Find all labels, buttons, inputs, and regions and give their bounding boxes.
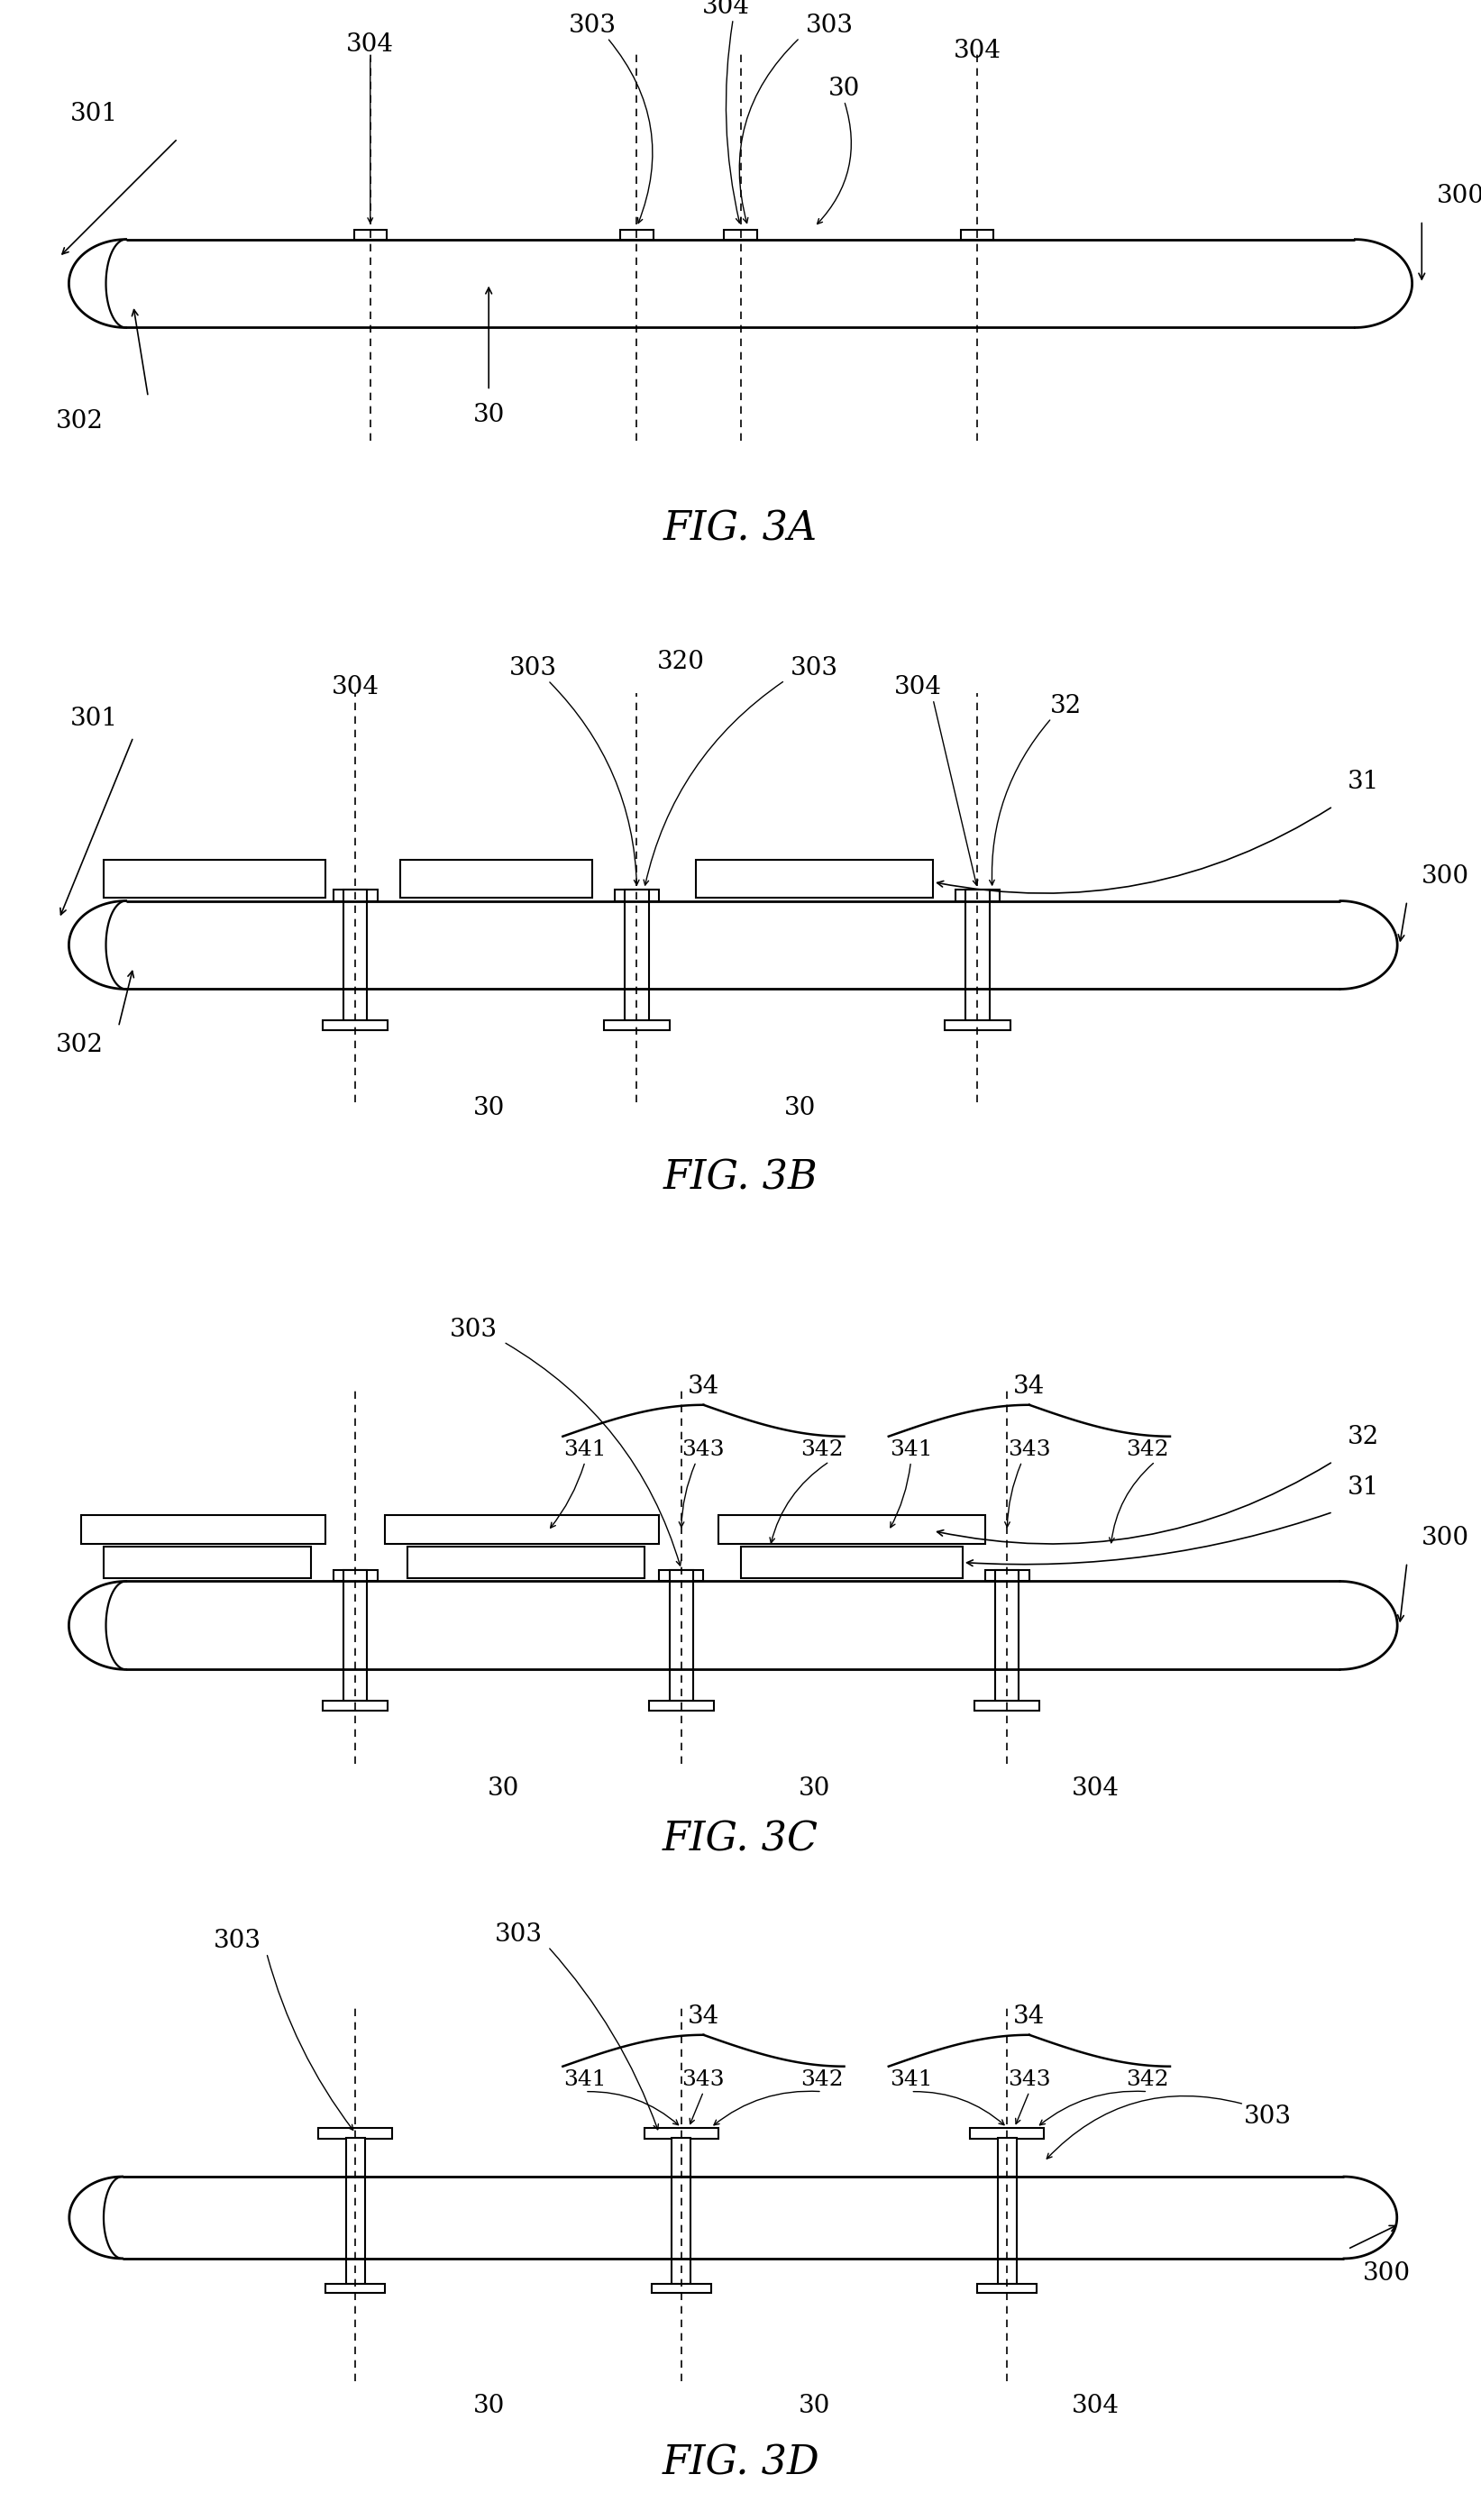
Bar (318, 2127, 392, 2139)
Text: 341: 341 (890, 2069, 932, 2089)
Bar (385, 1515, 659, 1542)
Text: 30: 30 (783, 1096, 816, 1121)
Text: 34: 34 (1013, 2003, 1046, 2029)
Bar (649, 1701, 714, 1711)
Bar (344, 1570, 367, 1701)
Text: 343: 343 (1009, 1439, 1050, 1459)
Text: 304: 304 (954, 38, 1001, 63)
Bar (400, 859, 592, 897)
Text: FIG. 3B: FIG. 3B (663, 1159, 818, 1197)
Text: 341: 341 (890, 1439, 932, 1459)
Text: 303: 303 (791, 655, 838, 680)
Bar (625, 890, 649, 1021)
Bar (323, 1021, 388, 1031)
Bar (718, 1515, 985, 1542)
Bar (740, 1547, 963, 1578)
Text: 343: 343 (683, 2069, 724, 2089)
Text: 30: 30 (828, 76, 860, 101)
Bar (347, 2177, 366, 2283)
Text: 304: 304 (1072, 2394, 1120, 2419)
Text: 300: 300 (1437, 184, 1481, 209)
Text: 31: 31 (1348, 769, 1380, 794)
Text: 303: 303 (509, 655, 557, 680)
Text: 30: 30 (798, 1777, 831, 1802)
Text: 304: 304 (332, 675, 379, 698)
Bar (970, 2127, 1044, 2139)
Bar (696, 859, 933, 897)
Bar (724, 229, 757, 239)
Text: 301: 301 (71, 706, 118, 731)
Bar (604, 1021, 669, 1031)
Text: 30: 30 (487, 1777, 520, 1802)
Bar (955, 890, 1000, 900)
Text: 303: 303 (495, 1923, 542, 1945)
Text: 300: 300 (1422, 1525, 1469, 1550)
Text: 342: 342 (1127, 1439, 1169, 1459)
Text: 303: 303 (569, 13, 616, 38)
Bar (615, 890, 659, 900)
Text: 303: 303 (1244, 2104, 1291, 2129)
Bar (323, 1701, 388, 1711)
Bar (985, 1570, 1029, 1583)
Text: 343: 343 (1009, 2069, 1050, 2089)
Text: 30: 30 (798, 2394, 831, 2419)
Text: 31: 31 (1348, 1474, 1380, 1499)
Bar (997, 2177, 1016, 2283)
Bar (347, 2137, 366, 2177)
Text: 300: 300 (1422, 864, 1469, 887)
Bar (652, 2283, 711, 2293)
Bar (659, 1570, 703, 1583)
Text: 341: 341 (564, 1439, 606, 1459)
Bar (961, 229, 994, 239)
Text: 342: 342 (801, 1439, 843, 1459)
Bar (644, 2127, 718, 2139)
Text: FIG. 3A: FIG. 3A (663, 509, 818, 549)
Bar (333, 1570, 378, 1583)
Bar (966, 890, 989, 1021)
Text: 320: 320 (658, 650, 705, 673)
Text: 303: 303 (450, 1318, 498, 1341)
Bar (104, 859, 326, 897)
Text: 304: 304 (895, 675, 942, 698)
Text: 34: 34 (1013, 1373, 1046, 1399)
Bar (672, 2177, 690, 2283)
Bar (104, 1547, 311, 1578)
Text: 304: 304 (1072, 1777, 1120, 1802)
Text: 304: 304 (702, 0, 749, 20)
Text: 34: 34 (687, 1373, 720, 1399)
Bar (945, 1021, 1010, 1031)
Bar (995, 1570, 1019, 1701)
Text: FIG. 3D: FIG. 3D (662, 2444, 819, 2482)
Text: 343: 343 (683, 1439, 724, 1459)
Bar (977, 2283, 1037, 2293)
Bar (81, 1515, 326, 1542)
Text: 30: 30 (472, 2394, 505, 2419)
Text: 341: 341 (564, 2069, 606, 2089)
Bar (672, 2137, 690, 2177)
Text: 301: 301 (71, 101, 118, 126)
Bar (354, 229, 387, 239)
Text: 30: 30 (472, 1096, 505, 1121)
Bar (997, 2137, 1016, 2177)
Text: 300: 300 (1363, 2263, 1410, 2286)
Text: 30: 30 (472, 403, 505, 428)
Bar (344, 890, 367, 1021)
Text: 342: 342 (801, 2069, 843, 2089)
Bar (669, 1570, 693, 1701)
Text: 34: 34 (687, 2003, 720, 2029)
Bar (974, 1701, 1040, 1711)
Bar (333, 890, 378, 900)
Text: 303: 303 (213, 1928, 261, 1953)
Text: 304: 304 (347, 33, 394, 55)
Text: 303: 303 (806, 13, 853, 38)
Text: 32: 32 (1348, 1424, 1379, 1449)
Text: 302: 302 (56, 408, 104, 433)
Bar (621, 229, 653, 239)
Bar (326, 2283, 385, 2293)
Text: 342: 342 (1127, 2069, 1169, 2089)
Bar (407, 1547, 644, 1578)
Text: FIG. 3C: FIG. 3C (662, 1819, 819, 1860)
Text: 302: 302 (56, 1033, 104, 1058)
Text: 32: 32 (1050, 693, 1083, 718)
